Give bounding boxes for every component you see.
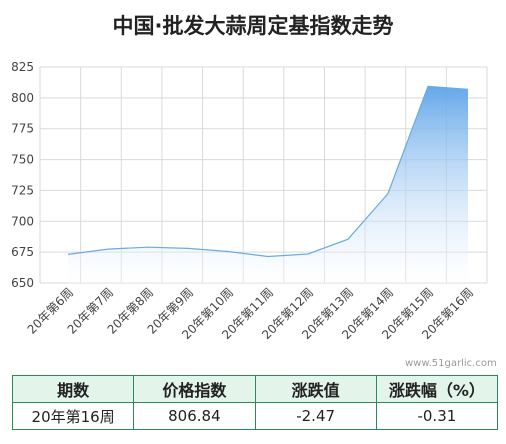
header-price-index: 价格指数: [133, 375, 256, 403]
table-header-row: 期数 价格指数 涨跌值 涨跌幅（%）: [11, 375, 499, 403]
table-row: 20年第16周 806.84 -2.47 -0.31: [11, 402, 499, 430]
y-tick-label: 800: [11, 91, 34, 105]
y-tick-label: 825: [11, 60, 34, 74]
y-tick-label: 700: [11, 214, 34, 228]
cell-change-value: -2.47: [254, 402, 377, 430]
chart-title: 中国·批发大蒜周定基指数走势: [112, 14, 394, 38]
chart-area: 650 675 700 725 750 775 800 825 20年第6周20年第7周20年…: [11, 60, 488, 342]
y-tick-label: 675: [11, 245, 34, 259]
cell-price-index: 806.84: [133, 402, 256, 430]
y-tick-label: 775: [11, 122, 34, 136]
index-table: 期数 价格指数 涨跌值 涨跌幅（%） 20年第16周 806.84 -2.47 …: [11, 375, 499, 430]
header-change-percent: 涨跌幅（%）: [375, 375, 499, 403]
area-fill: [68, 86, 468, 284]
cell-period: 20年第16周: [11, 402, 135, 430]
watermark: www.51garlic.com: [405, 358, 497, 369]
y-axis-labels: 650 675 700 725 750 775 800 825: [11, 60, 34, 290]
header-change-value: 涨跌值: [254, 375, 377, 403]
y-tick-label: 725: [11, 183, 34, 197]
y-tick-label: 650: [11, 276, 34, 290]
header-period: 期数: [11, 375, 135, 403]
y-tick-label: 750: [11, 153, 34, 167]
cell-change-percent: -0.31: [375, 402, 499, 430]
series-line: [67, 85, 469, 258]
x-axis-labels: 20年第6周20年第7周20年第8周20年第9周20年第10周20年第11周20…: [25, 285, 477, 342]
